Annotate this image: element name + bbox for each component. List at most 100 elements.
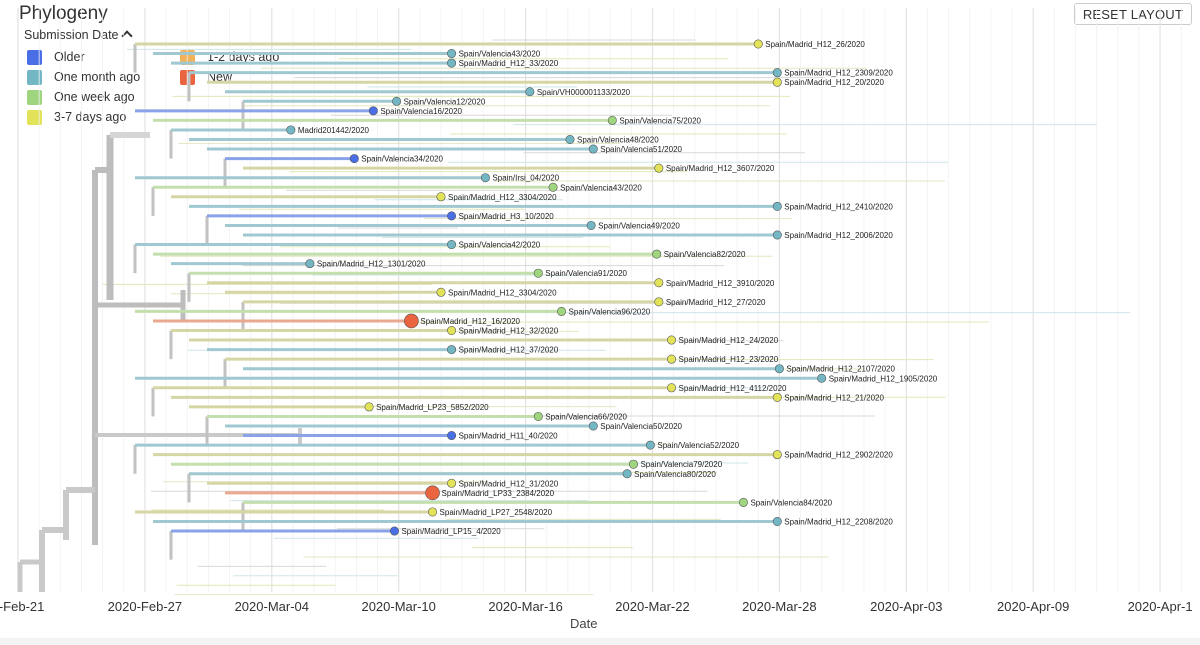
tip-marker: [447, 431, 457, 441]
tip-marker: [436, 287, 446, 297]
tip-label: Spain/Madrid_H12_2208/2020: [784, 518, 893, 527]
date-axis-ticks: 0-Feb-21 2020-Feb-27 2020-Mar-04 2020-Mar-1…: [0, 599, 1193, 614]
tip-marker: [436, 192, 446, 202]
tip-marker: [753, 39, 763, 49]
legend-label-older: Older: [54, 50, 85, 64]
tip-marker: [654, 278, 664, 288]
tip-label: Spain/Valencia66/2020: [545, 412, 627, 421]
legend-swatch-3-7-days-ago: [27, 110, 42, 125]
tip-label: Spain/Madrid_H12_2006/2020: [784, 231, 893, 240]
axis-tick-label: 2020-Mar-16: [488, 599, 562, 614]
tip-label: Spain/Madrid_LP33_2384/2020: [442, 489, 555, 498]
tip-marker: [447, 49, 457, 59]
tip-marker: [607, 115, 617, 125]
tip-marker: [772, 516, 782, 526]
tip-marker: [628, 459, 638, 469]
tip-marker: [557, 306, 567, 316]
tip-label: Spain/Madrid_H12_3607/2020: [666, 164, 775, 173]
tip-label: Spain/Valencia43/2020: [459, 50, 541, 59]
tip-label: Spain/Madrid_H12_3304/2020: [448, 193, 557, 202]
tip-marker: [565, 135, 575, 145]
axis-tick-label: 2020-Apr-03: [870, 599, 942, 614]
tip-label: Spain/Madrid_H12_31/2020: [459, 479, 559, 488]
tip-label: Spain/Valencia49/2020: [598, 221, 680, 230]
tip-marker: [425, 485, 440, 501]
tip-marker: [667, 354, 677, 364]
tip-label: Spain/Madrid_H12_33/2020: [459, 59, 559, 68]
tip-marker: [480, 173, 490, 183]
axis-tick-label: 2020-Mar-04: [235, 599, 309, 614]
axis-tick-label: 2020-Apr-1: [1128, 599, 1193, 614]
legend-swatch-one-month-ago: [27, 70, 42, 85]
tip-marker: [654, 297, 664, 307]
tip-marker: [772, 77, 782, 87]
tip-marker: [667, 335, 677, 345]
tip-label: Spain/Madrid_H3_10/2020: [459, 212, 555, 221]
tip-marker: [428, 507, 438, 517]
tip-label: Spain/Madrid_LP23_5852/2020: [376, 403, 489, 412]
tip-label: Spain/Valencia80/2020: [634, 470, 716, 479]
tip-marker: [667, 383, 677, 393]
tip-marker: [772, 68, 782, 78]
tip-marker: [772, 450, 782, 460]
tip-marker: [447, 58, 457, 68]
tip-marker: [772, 392, 782, 402]
tip-label: Spain/Madrid_LP15_4/2020: [401, 527, 501, 536]
tip-label: Spain/Madrid_H12_37/2020: [459, 346, 559, 355]
tip-label: Spain/Madrid_H12_2902/2020: [784, 451, 893, 460]
tip-label: Spain/Madrid_H12_2410/2020: [784, 202, 893, 211]
tip-marker: [533, 268, 543, 278]
legend-label-one-month-ago: One month ago: [54, 70, 141, 84]
tip-marker: [817, 373, 827, 383]
tip-marker: [447, 211, 457, 221]
legend-swatch-one-week-ago: [27, 90, 42, 105]
axis-tick-label: 2020-Feb-27: [108, 599, 182, 614]
tip-marker: [349, 154, 359, 164]
tip-marker: [738, 497, 748, 507]
tip-label: Spain/Valencia34/2020: [361, 155, 443, 164]
legend-toggle[interactable]: Submission Date: [24, 28, 133, 42]
tip-marker: [389, 526, 399, 536]
tip-marker: [652, 249, 662, 259]
tip-marker: [588, 421, 598, 431]
tip-marker: [305, 259, 315, 269]
tip-marker: [774, 364, 784, 374]
tip-marker: [447, 345, 457, 355]
tip-label: Spain/Madrid_H12_21/2020: [784, 393, 884, 402]
tip-label: Spain/Valencia96/2020: [569, 307, 651, 316]
tip-label: Spain/Valencia79/2020: [640, 460, 722, 469]
axis-tick-label: 2020-Mar-10: [361, 599, 435, 614]
tip-label: Spain/Madrid_H12_27/2020: [666, 298, 766, 307]
legend-label-one-week-ago: One week ago: [54, 90, 135, 104]
tip-marker: [364, 402, 374, 412]
tip-label: Spain/Valencia91/2020: [545, 269, 627, 278]
tip-label: Spain/Madrid_H12_4112/2020: [679, 384, 787, 393]
tip-marker: [588, 144, 598, 154]
tip-label: Spain/Valencia51/2020: [600, 145, 682, 154]
tip-marker: [447, 478, 457, 488]
tip-label: Spain/Madrid_H12_1905/2020: [829, 374, 938, 383]
tip-label: Spain/Madrid_H12_32/2020: [459, 327, 559, 336]
footer-strip: [0, 638, 1200, 645]
tip-label: Spain/Madrid_H12_24/2020: [679, 336, 779, 345]
tip-marker: [654, 163, 664, 173]
panel-title: Phylogeny: [19, 3, 108, 24]
tip-label: Spain/Valencia75/2020: [619, 116, 701, 125]
tip-label: Spain/Madrid_LP27_2548/2020: [440, 508, 553, 517]
reset-layout-button[interactable]: RESET LAYOUT: [1073, 3, 1192, 25]
tip-label: Spain/Madrid_H12_20/2020: [784, 78, 884, 87]
legend-swatch-older: [27, 50, 42, 65]
tip-label: Spain/Madrid_H12_3910/2020: [666, 279, 775, 288]
legend-label-3-7-days-ago: 3-7 days ago: [54, 110, 127, 124]
axis-tick-label: 2020-Mar-28: [742, 599, 816, 614]
axis-tick-label: 2020-Apr-09: [997, 599, 1069, 614]
tip-label: Spain/Madrid_H12_16/2020: [420, 317, 520, 326]
tip-label: Spain/Valencia48/2020: [577, 136, 659, 145]
tip-marker: [447, 325, 457, 335]
tip-markers: Spain/Madrid_H12_26/2020 Spain/Valencia43…: [286, 39, 938, 536]
tip-label: Spain/Irsi_04/2020: [492, 174, 559, 183]
tip-marker: [548, 182, 558, 192]
tip-label: Spain/Valencia82/2020: [664, 250, 746, 259]
tip-label: Spain/Valencia52/2020: [657, 441, 739, 450]
